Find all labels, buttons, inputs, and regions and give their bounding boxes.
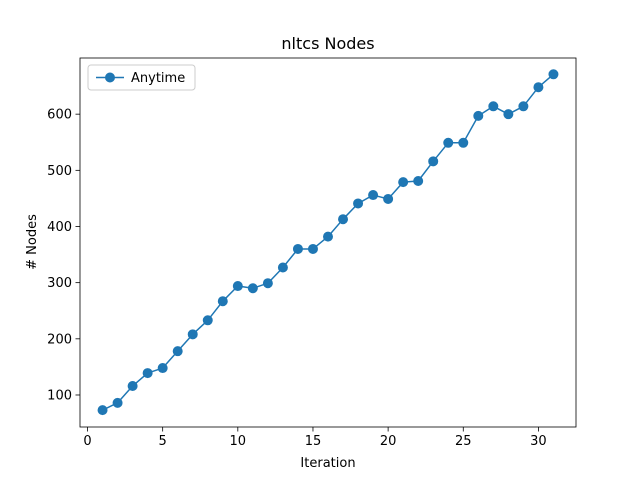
data-point <box>353 198 364 209</box>
legend: Anytime <box>87 64 196 91</box>
x-tick-label: 5 <box>159 434 167 449</box>
data-point <box>533 82 544 93</box>
x-tick-label: 20 <box>380 434 397 449</box>
y-axis: 100 200 300 400 500 600 <box>47 108 80 403</box>
x-tick-label: 10 <box>230 434 247 449</box>
data-point <box>443 137 454 148</box>
x-tick-label: 15 <box>305 434 322 449</box>
y-tick-label: 400 <box>47 220 72 235</box>
data-point <box>488 101 499 112</box>
data-point <box>247 283 258 294</box>
x-axis: 0 5 10 15 20 25 30 <box>83 427 547 449</box>
data-point <box>232 281 243 292</box>
data-point <box>307 243 318 254</box>
data-point <box>112 397 123 408</box>
data-point <box>277 262 288 273</box>
legend-box <box>87 64 196 91</box>
data-point <box>413 176 424 186</box>
chart-title: nltcs Nodes <box>281 34 374 53</box>
data-point <box>292 243 303 254</box>
data-point <box>458 137 469 148</box>
data-point <box>323 231 333 242</box>
y-tick-label: 300 <box>47 276 72 291</box>
data-point <box>398 177 409 188</box>
data-point <box>428 156 439 167</box>
y-tick-label: 500 <box>47 164 72 179</box>
legend-marker <box>105 72 115 83</box>
data-point <box>383 193 394 204</box>
x-axis-title: Iteration <box>300 456 355 471</box>
data-point <box>262 278 273 289</box>
data-point <box>338 214 349 225</box>
x-tick-label: 0 <box>83 434 91 449</box>
legend-label: Anytime <box>131 71 185 86</box>
y-tick-label: 100 <box>47 388 72 403</box>
data-point <box>97 405 108 416</box>
y-tick-label: 200 <box>47 332 72 347</box>
data-point <box>127 381 138 391</box>
plot-frame <box>79 57 577 428</box>
data-point <box>187 329 198 340</box>
x-tick-label: 30 <box>530 434 547 449</box>
data-point <box>548 69 559 80</box>
data-point <box>518 101 529 112</box>
data-point <box>503 109 514 120</box>
plot-area <box>79 57 577 428</box>
data-point <box>202 315 213 326</box>
y-axis-title: # Nodes <box>25 214 40 270</box>
data-point <box>473 110 484 121</box>
data-point <box>157 363 168 374</box>
data-point <box>172 346 183 357</box>
x-tick-label: 25 <box>455 434 472 449</box>
data-point <box>368 190 379 201</box>
y-tick-label: 600 <box>47 108 72 123</box>
data-point <box>217 296 228 307</box>
series-line-1 <box>101 73 555 412</box>
data-point <box>142 368 153 379</box>
